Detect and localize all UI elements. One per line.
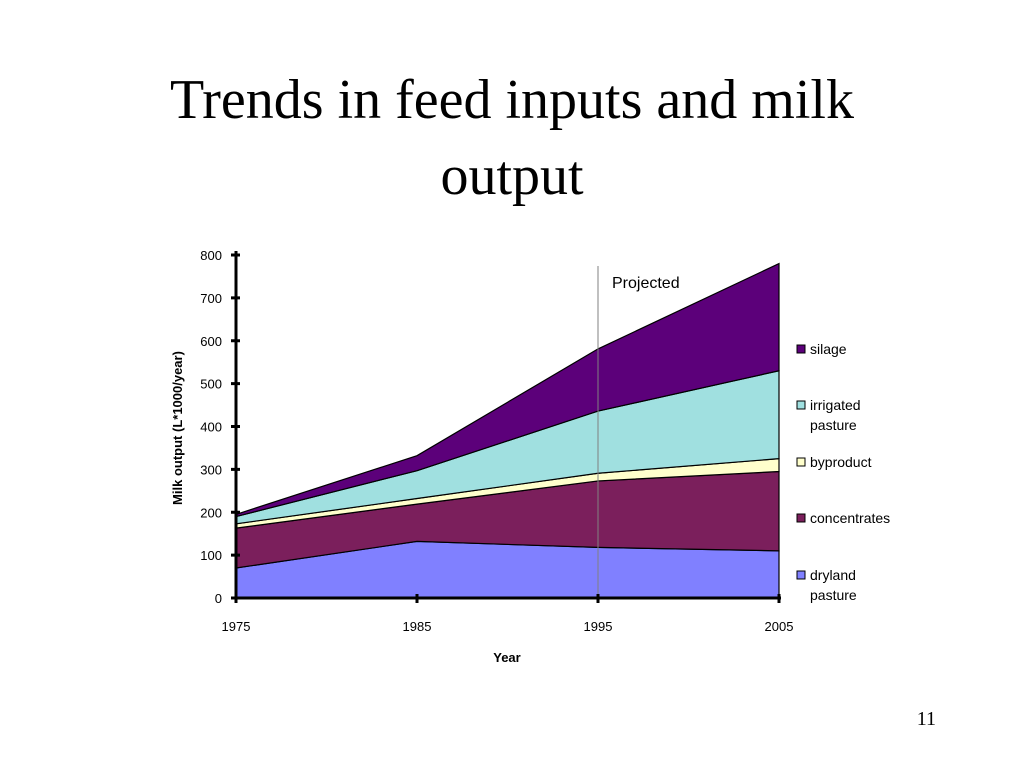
x-tick-label: 1985 xyxy=(403,619,432,634)
projection-label: Projected xyxy=(612,275,680,292)
legend-label-dryland-pasture: dryland pasture xyxy=(810,567,857,603)
y-tick-label: 600 xyxy=(200,334,222,349)
legend-swatch-concentrates xyxy=(796,513,806,523)
y-tick-label: 0 xyxy=(215,591,222,606)
slide-title-line-1: Trends in feed inputs and milk xyxy=(170,69,854,131)
legend-label-byproduct: byproduct xyxy=(810,454,872,470)
y-tick-label: 800 xyxy=(200,248,222,263)
y-tick-label: 500 xyxy=(200,377,222,392)
y-tick-label: 100 xyxy=(200,548,222,563)
x-axis-title: Year xyxy=(493,650,520,665)
x-tick-label: 2005 xyxy=(765,619,794,634)
legend-label-silage: silage xyxy=(810,341,847,357)
legend-swatch-byproduct xyxy=(796,457,806,467)
slide-title-line-2: output xyxy=(440,145,584,207)
x-tick-label: 1975 xyxy=(222,619,251,634)
legend-swatch-dryland-pasture xyxy=(796,570,806,580)
slide-title: Trends in feed inputs and milk output xyxy=(60,62,964,214)
y-tick-label: 300 xyxy=(200,462,222,477)
y-tick-label: 200 xyxy=(200,505,222,520)
legend-swatch-silage xyxy=(796,344,806,354)
area-silage xyxy=(235,262,780,518)
page-number: 11 xyxy=(916,708,936,730)
y-tick-label: 700 xyxy=(200,291,222,306)
y-axis-title: Milk output (L*1000/year) xyxy=(170,351,185,505)
y-tick-label: 400 xyxy=(200,420,222,435)
legend-label-irrigated-pasture: irrigated pasture xyxy=(810,397,861,433)
legend-label-concentrates: concentrates xyxy=(810,510,890,526)
legend-swatch-irrigated-pasture xyxy=(796,400,806,410)
x-tick-label: 1995 xyxy=(584,619,613,634)
